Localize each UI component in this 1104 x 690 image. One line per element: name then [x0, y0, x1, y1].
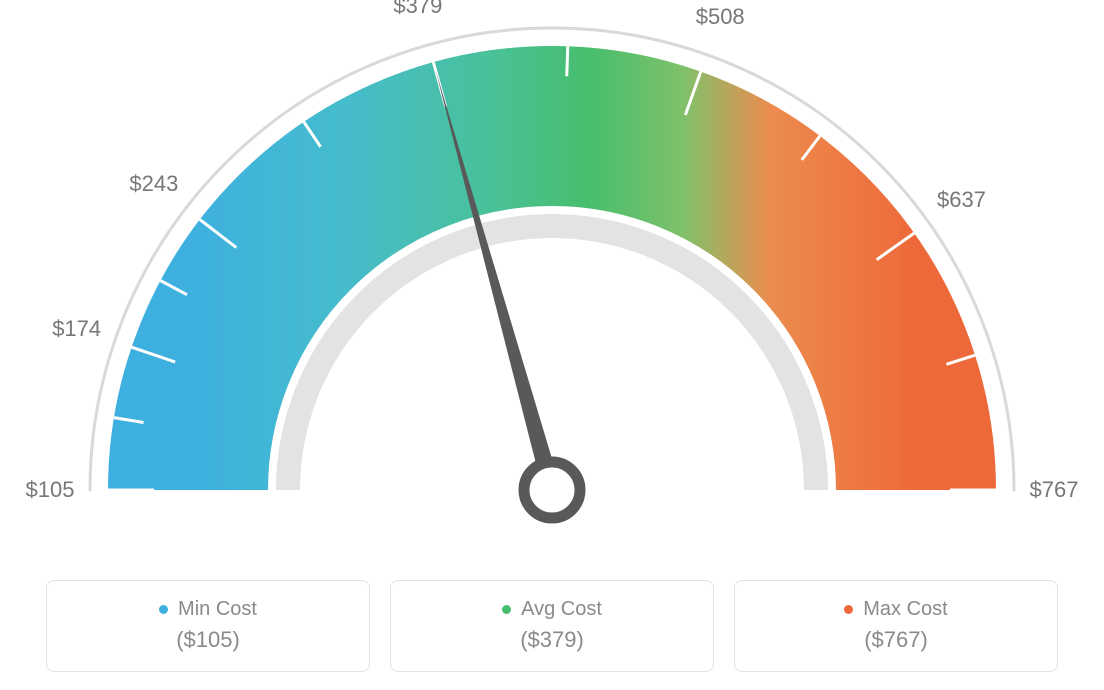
legend-title-min: Min Cost	[159, 598, 257, 621]
cost-gauge: $105 $174 $243 $379 $508 $637 $767	[0, 0, 1104, 565]
gauge-svg	[0, 0, 1104, 565]
gauge-tick-label: $105	[26, 477, 75, 503]
legend-label-min: Min Cost	[178, 598, 257, 621]
legend-label-avg: Avg Cost	[521, 598, 602, 621]
gauge-tick-label: $174	[52, 316, 101, 342]
legend-dot-min	[159, 605, 168, 614]
legend-label-max: Max Cost	[863, 598, 947, 621]
gauge-tick-label: $637	[937, 187, 986, 213]
legend-value-min: ($105)	[176, 627, 240, 653]
gauge-tick-label: $379	[393, 0, 442, 19]
cost-legend: Min Cost ($105) Avg Cost ($379) Max Cost…	[0, 580, 1104, 690]
legend-value-avg: ($379)	[520, 627, 584, 653]
gauge-tick-label: $243	[129, 171, 178, 197]
legend-card-avg: Avg Cost ($379)	[390, 580, 714, 672]
legend-dot-avg	[502, 605, 511, 614]
legend-title-max: Max Cost	[844, 598, 947, 621]
legend-card-min: Min Cost ($105)	[46, 580, 370, 672]
legend-value-max: ($767)	[864, 627, 928, 653]
gauge-tick-label: $767	[1030, 477, 1079, 503]
legend-dot-max	[844, 605, 853, 614]
legend-card-max: Max Cost ($767)	[734, 580, 1058, 672]
legend-title-avg: Avg Cost	[502, 598, 602, 621]
gauge-tick-label: $508	[696, 4, 745, 30]
